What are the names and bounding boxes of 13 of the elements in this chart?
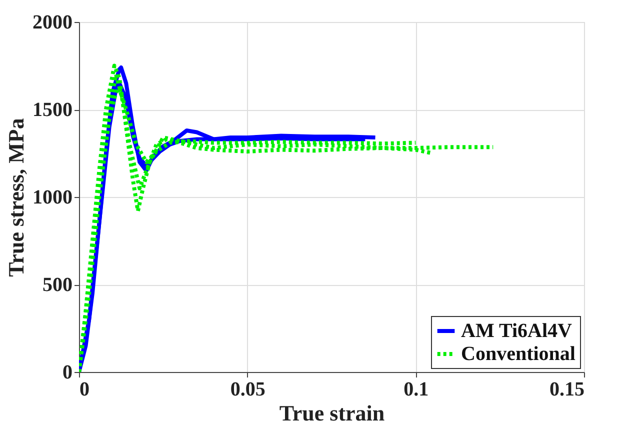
x-tick-label: 0.15 <box>550 378 584 400</box>
legend-label: Conventional <box>461 343 576 365</box>
x-tick-label: 0.1 <box>404 378 429 400</box>
y-tick-label: 1000 <box>32 186 72 208</box>
y-tick-label: 500 <box>42 274 72 296</box>
x-tick-label: 0 <box>80 378 90 400</box>
legend-label: AM Ti6Al4V <box>461 320 572 342</box>
y-tick-label: 2000 <box>32 12 72 34</box>
y-axis-title: True stress, MPa <box>4 118 28 277</box>
x-axis-title: True strain <box>279 400 385 426</box>
y-tick-label: 1500 <box>32 99 72 121</box>
x-tick-label: 0.05 <box>230 378 266 400</box>
y-tick-label: 0 <box>62 362 72 384</box>
